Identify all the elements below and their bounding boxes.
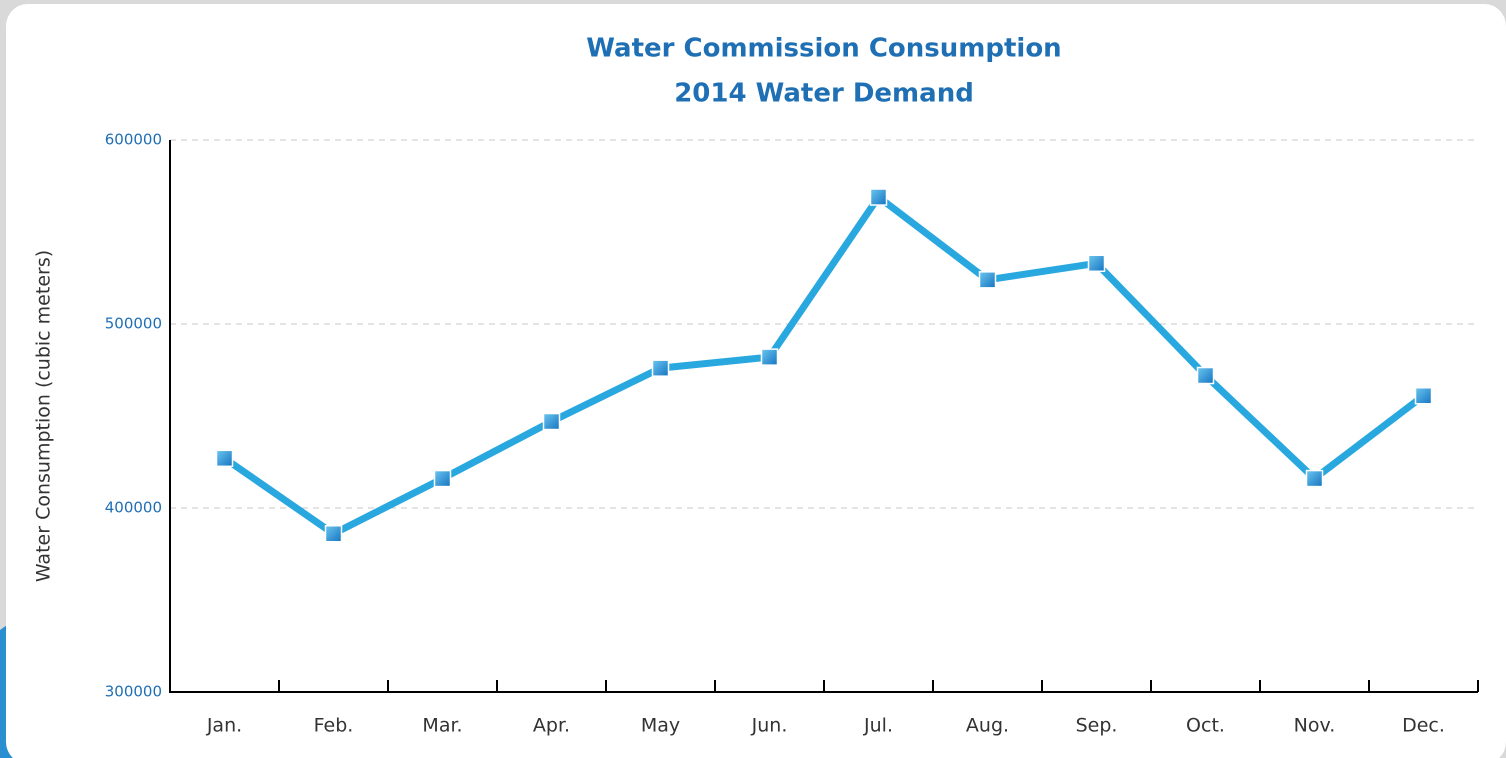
y-axis-label: Water Consumption (cubic meters) bbox=[33, 250, 55, 582]
x-tick-label: Apr. bbox=[533, 715, 570, 737]
x-tick-label: Nov. bbox=[1294, 715, 1336, 737]
data-point bbox=[871, 189, 887, 205]
data-point bbox=[544, 414, 560, 430]
x-tick-label: May bbox=[641, 715, 680, 737]
y-tick-label: 400000 bbox=[105, 499, 162, 517]
x-tick-label: Feb. bbox=[314, 715, 354, 737]
x-tick-label: Sep. bbox=[1076, 715, 1118, 737]
x-tick-label: Aug. bbox=[966, 715, 1009, 737]
data-point bbox=[762, 349, 778, 365]
y-tick-label: 600000 bbox=[105, 131, 162, 149]
x-tick-label: Mar. bbox=[422, 715, 462, 737]
data-point bbox=[1198, 368, 1214, 384]
data-point bbox=[326, 526, 342, 542]
data-point bbox=[1416, 388, 1432, 404]
x-tick-label: Oct. bbox=[1186, 715, 1225, 737]
data-point bbox=[435, 471, 451, 487]
x-tick-label: Jan. bbox=[206, 715, 242, 737]
y-tick-label: 500000 bbox=[105, 315, 162, 333]
y-tick-label: 300000 bbox=[105, 683, 162, 701]
x-tick-label: Jul. bbox=[863, 715, 893, 737]
x-tick-label: Jun. bbox=[751, 715, 788, 737]
data-point bbox=[1307, 471, 1323, 487]
data-point bbox=[217, 450, 233, 466]
data-point bbox=[653, 360, 669, 376]
data-point bbox=[980, 272, 996, 288]
chart-subtitle: 2014 Water Demand bbox=[674, 79, 974, 109]
chart: Water Commission Consumption 2014 Water … bbox=[0, 0, 1506, 758]
chart-title: Water Commission Consumption bbox=[586, 34, 1061, 64]
data-point bbox=[1089, 255, 1105, 271]
card bbox=[6, 4, 1506, 758]
x-tick-label: Dec. bbox=[1402, 715, 1445, 737]
